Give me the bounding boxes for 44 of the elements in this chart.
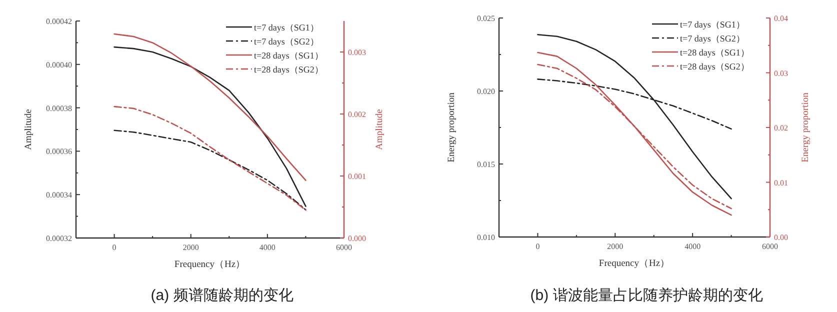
y2-tick-label: 0.001 [348, 172, 366, 181]
x-axis-title: Frequency（Hz） [598, 259, 670, 269]
legend-label: t=7 days（SG1） [680, 20, 745, 30]
legend-label: t=28 days（SG2） [680, 62, 750, 72]
legend-label: t=7 days（SG1） [254, 22, 319, 32]
y-axis-title: Amplitude [24, 109, 34, 150]
x-tick-label: 6000 [762, 242, 778, 251]
legend-label: t=28 days（SG2） [254, 64, 324, 74]
y2-tick-label: 0.04 [774, 14, 788, 23]
text: (a) 频谱随龄期的变化 [150, 287, 294, 304]
y2-tick-label: 0.03 [774, 68, 788, 78]
legend-label: t=28 days（SG1） [680, 48, 750, 58]
y-tick-label: 0.00036 [46, 147, 72, 156]
x-tick-label: 0 [112, 243, 116, 252]
x-tick-label: 4000 [684, 242, 701, 251]
y-tick-label: 0.00042 [46, 17, 72, 26]
y2-tick-label: 0.002 [348, 110, 366, 119]
y-tick-label: 0.010 [477, 233, 495, 242]
y-tick-label: 0.015 [477, 160, 495, 169]
y2-axis-title: Energy proportion [801, 92, 811, 162]
x-tick-label: 0 [536, 242, 540, 251]
y-tick-label: 0.00034 [46, 190, 72, 200]
y2-tick-label: 0.00 [774, 233, 788, 242]
y2-tick-label: 0.01 [774, 178, 788, 188]
text: (b) 谐波能量占比随养护龄期的变化 [530, 287, 763, 304]
y2-tick-label: 0.003 [348, 48, 366, 57]
y-tick-label: 0.00038 [46, 104, 72, 113]
y-tick-label: 0.020 [477, 87, 495, 96]
legend-label: t=7 days（SG2） [680, 34, 745, 44]
y-tick-label: 0.025 [477, 14, 495, 23]
legend-label: t=7 days（SG2） [254, 36, 319, 46]
y-axis-title: Energy proportion [447, 92, 457, 162]
x-axis-title: Frequency（Hz） [174, 260, 246, 270]
y-tick-label: 0.00032 [46, 234, 72, 243]
line-series [114, 106, 306, 211]
x-tick-label: 6000 [336, 243, 352, 252]
legend-label: t=28 days（SG1） [254, 50, 324, 60]
y2-axis-title: Amplitude [375, 109, 385, 150]
x-tick-label: 4000 [259, 243, 276, 252]
y2-tick-label: 0.000 [348, 234, 366, 243]
y2-tick-label: 0.02 [774, 124, 788, 132]
x-tick-label: 2000 [182, 243, 199, 252]
y-tick-label: 0.00040 [46, 60, 72, 70]
x-tick-label: 2000 [607, 242, 624, 251]
